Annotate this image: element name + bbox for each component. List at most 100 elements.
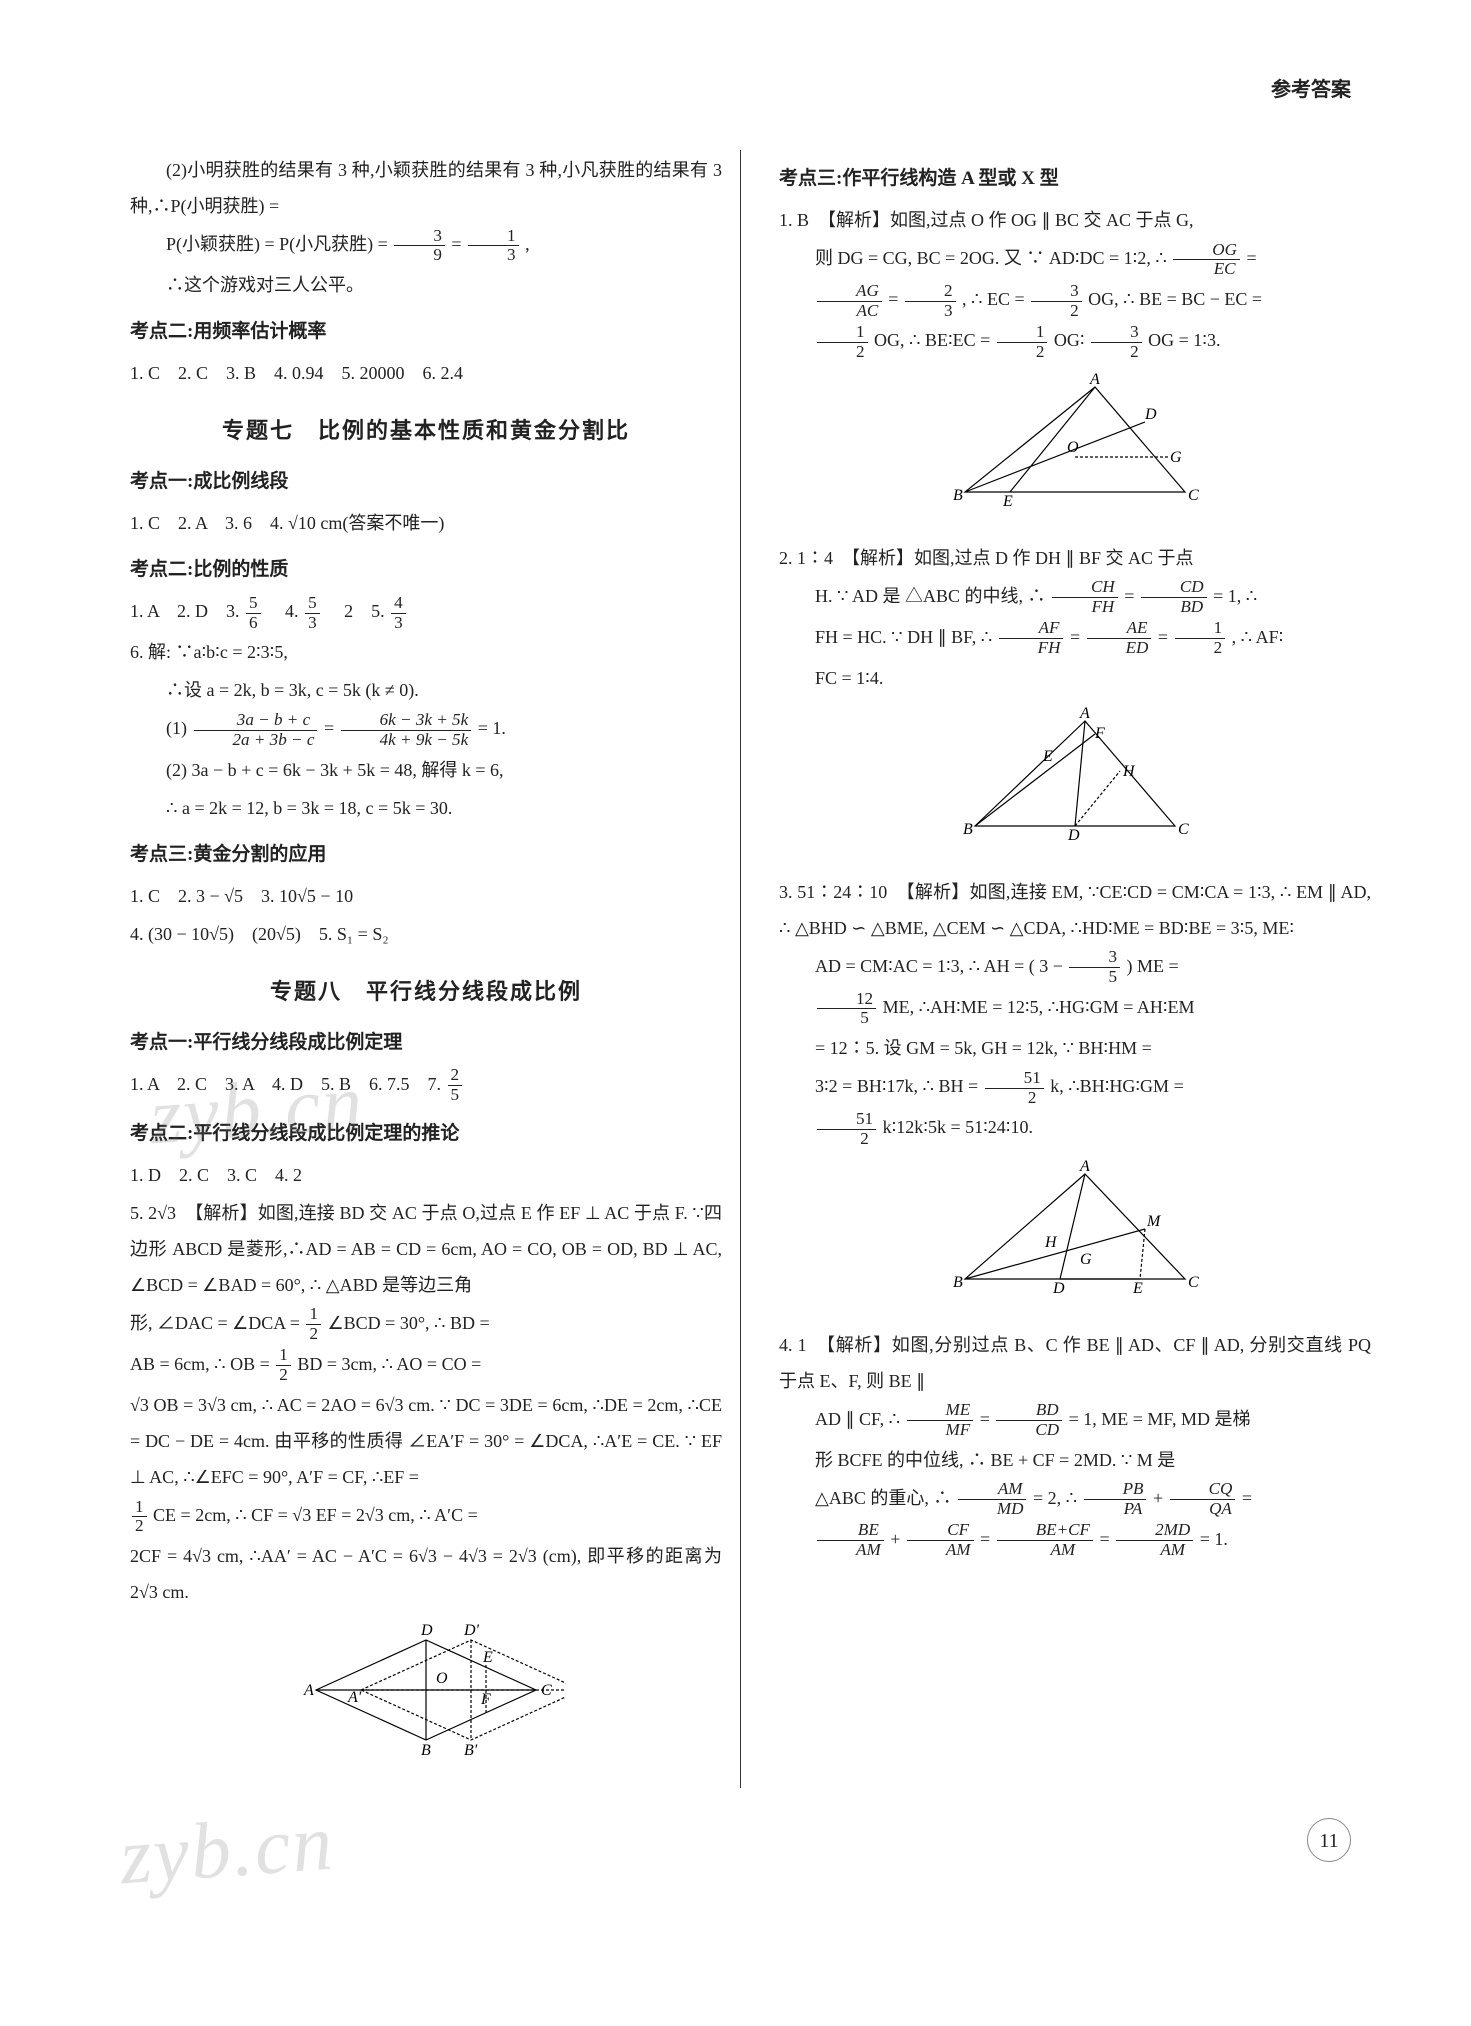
subheading: 考点三:黄金分割的应用 (130, 836, 722, 874)
fraction: 512 (817, 1110, 876, 1149)
text: CE = 2cm, ∴ CF = √3 EF = 2√3 cm, ∴ A′C = (153, 1505, 478, 1525)
answer-line: 1. A 2. D 3. 56 4. 53 2 5. 43 (130, 593, 722, 632)
text: 形, ∠DAC = ∠DCA = (130, 1313, 304, 1333)
para: ∴ a = 2k = 12, b = 3k = 18, c = 5k = 30. (130, 790, 722, 826)
page-number: 11 (130, 1818, 1371, 1862)
subheading: 考点三:作平行线构造 A 型或 X 型 (779, 160, 1371, 198)
svg-text:B: B (953, 487, 963, 504)
svg-text:F: F (1094, 725, 1105, 742)
answer-line: 1. A 2. C 3. A 4. D 5. B 6. 7.5 7. 25 (130, 1066, 722, 1105)
svg-text:O: O (436, 1670, 448, 1687)
text: 则 DG = CG, BC = 2OG. 又 ∵ AD∶DC = 1∶2, ∴ (815, 248, 1167, 268)
fraction: 13 (468, 227, 519, 266)
text: H. ∵ AD 是 △ABC 的中线, ∴ (815, 586, 1050, 606)
text: 1. A 2. D 3. (130, 601, 244, 621)
fraction: 25 (448, 1066, 463, 1105)
svg-text:B': B' (464, 1742, 478, 1759)
left-column: (2)小明获胜的结果有 3 种,小颖获胜的结果有 3 种,小凡获胜的结果有 3 … (130, 150, 741, 1788)
fraction: 35 (1069, 948, 1120, 987)
svg-text:A: A (1079, 706, 1090, 722)
svg-text:C: C (1188, 1274, 1199, 1291)
para: 1. B 【解析】如图,过点 O 作 OG ∥ BC 交 AC 于点 G, (779, 202, 1371, 238)
topic-title: 专题七 比例的基本性质和黄金分割比 (130, 409, 722, 453)
figure-triangle-3: ABC DEM HG (779, 1159, 1371, 1311)
svg-text:A: A (1079, 1159, 1090, 1175)
svg-text:B: B (953, 1274, 963, 1291)
para: 3∶2 = BH∶17k, ∴ BH = 512 k, ∴BH∶HG∶GM = (779, 1068, 1371, 1107)
answer-line: 1. C 2. A 3. 6 4. √10 cm(答案不唯一) (130, 505, 722, 541)
text: + (1153, 1488, 1168, 1508)
para: AB = 6cm, ∴ OB = 12 BD = 3cm, ∴ AO = CO … (130, 1346, 722, 1385)
svg-text:H: H (1122, 763, 1136, 780)
fraction: 12 (817, 323, 868, 362)
para: ∴设 a = 2k, b = 3k, c = 5k (k ≠ 0). (130, 672, 722, 708)
answer-line: 1. C 2. C 3. B 4. 0.94 5. 20000 6. 2.4 (130, 355, 722, 391)
fraction: AGAC (817, 282, 882, 321)
svg-text:C: C (1188, 487, 1199, 504)
svg-text:B: B (421, 1742, 431, 1759)
text: 2 5. (326, 601, 389, 621)
fraction: PBPA (1084, 1480, 1147, 1519)
text: 4. (267, 601, 303, 621)
svg-text:E: E (1132, 1280, 1143, 1297)
text: (1) (166, 718, 192, 738)
text: = (1247, 248, 1257, 268)
para: 形, ∠DAC = ∠DCA = 12 ∠BCD = 30°, ∴ BD = (130, 1305, 722, 1344)
text: OG∶ (1054, 330, 1085, 350)
text: = 1, ME = MF, MD 是梯 (1069, 1409, 1251, 1429)
fraction: AFFH (999, 619, 1064, 658)
svg-text:E: E (1002, 493, 1013, 510)
svg-text:A': A' (347, 1689, 362, 1706)
fraction: OGEC (1173, 241, 1240, 280)
para: FH = HC. ∵ DH ∥ BF, ∴ AFFH = AEED = 12 ,… (779, 619, 1371, 658)
para: 5. 2√3 【解析】如图,连接 BD 交 AC 于点 O,过点 E 作 EF … (130, 1195, 722, 1303)
para: 则 DG = CG, BC = 2OG. 又 ∵ AD∶DC = 1∶2, ∴ … (779, 240, 1371, 279)
fraction: BEAM (817, 1521, 884, 1560)
text: = 1. (478, 718, 506, 738)
para: 125 ME, ∴AH∶ME = 12∶5, ∴HG∶GM = AH∶EM (779, 989, 1371, 1028)
fraction: CQQA (1170, 1480, 1236, 1519)
svg-text:A: A (1089, 372, 1100, 388)
fraction: 125 (817, 990, 876, 1029)
answer-line: 1. C 2. 3 − √5 3. 10√5 − 10 (130, 878, 722, 914)
para: P(小颖获胜) = P(小凡获胜) = 39 = 13 , (130, 226, 722, 265)
figure-rhombus: ADCB D'C'B' A'EOF (130, 1620, 722, 1772)
fraction: CHFH (1052, 578, 1118, 617)
text: , ∴ AF∶ (1232, 627, 1284, 647)
svg-text:F: F (480, 1691, 491, 1708)
para: ∴这个游戏对三人公平。 (130, 267, 722, 303)
para: BEAM + CFAM = BE+CFAM = 2MDAM = 1. (779, 1521, 1371, 1560)
answer-line: 1. D 2. C 3. C 4. 2 (130, 1157, 722, 1193)
svg-text:A: A (303, 1682, 314, 1699)
fraction: 3a − b + c2a + 3b − c (194, 711, 318, 750)
svg-text:G: G (1080, 1251, 1092, 1268)
text: OG = 1∶3. (1148, 330, 1220, 350)
para: 6. 解: ∵a∶b∶c = 2∶3∶5, (130, 634, 722, 670)
fraction: 512 (985, 1069, 1044, 1108)
para: 12 CE = 2cm, ∴ CF = √3 EF = 2√3 cm, ∴ A′… (130, 1497, 722, 1536)
fraction: 53 (305, 594, 320, 633)
fraction: 12 (132, 1498, 147, 1537)
para: (2) 3a − b + c = 6k − 3k + 5k = 48, 解得 k… (130, 752, 722, 788)
svg-text:G: G (1170, 449, 1182, 466)
figure-triangle-1: ABC DGOE (779, 372, 1371, 524)
fraction: 12 (997, 323, 1048, 362)
para: 4. 1 【解析】如图,分别过点 B、C 作 BE ∥ AD、CF ∥ AD, … (779, 1327, 1371, 1399)
text: = (1158, 627, 1173, 647)
text: = (1099, 1529, 1114, 1549)
text: FH = HC. ∵ DH ∥ BF, ∴ (815, 627, 997, 647)
text: ) ME = (1127, 956, 1179, 976)
svg-text:B: B (963, 821, 973, 838)
para: (1) 3a − b + c2a + 3b − c = 6k − 3k + 5k… (130, 710, 722, 749)
para: 2. 1∶4 【解析】如图,过点 D 作 DH ∥ BF 交 AC 于点 (779, 540, 1371, 576)
svg-text:M: M (1146, 1213, 1162, 1230)
text: 1. A 2. C 3. A 4. D 5. B 6. 7.5 7. (130, 1074, 446, 1094)
para: (2)小明获胜的结果有 3 种,小颖获胜的结果有 3 种,小凡获胜的结果有 3 … (130, 152, 722, 224)
subheading: 考点二:平行线分线段成比例定理的推论 (130, 1115, 722, 1153)
para: 12 OG, ∴ BE∶EC = 12 OG∶ 32 OG = 1∶3. (779, 322, 1371, 361)
fraction: 32 (1031, 282, 1082, 321)
para: AGAC = 23 , ∴ EC = 32 OG, ∴ BE = BC − EC… (779, 281, 1371, 320)
topic-title: 专题八 平行线分线段成比例 (130, 970, 722, 1014)
svg-text:O: O (1067, 439, 1079, 456)
para: √3 OB = 3√3 cm, ∴ AC = 2AO = 6√3 cm. ∵ D… (130, 1387, 722, 1495)
